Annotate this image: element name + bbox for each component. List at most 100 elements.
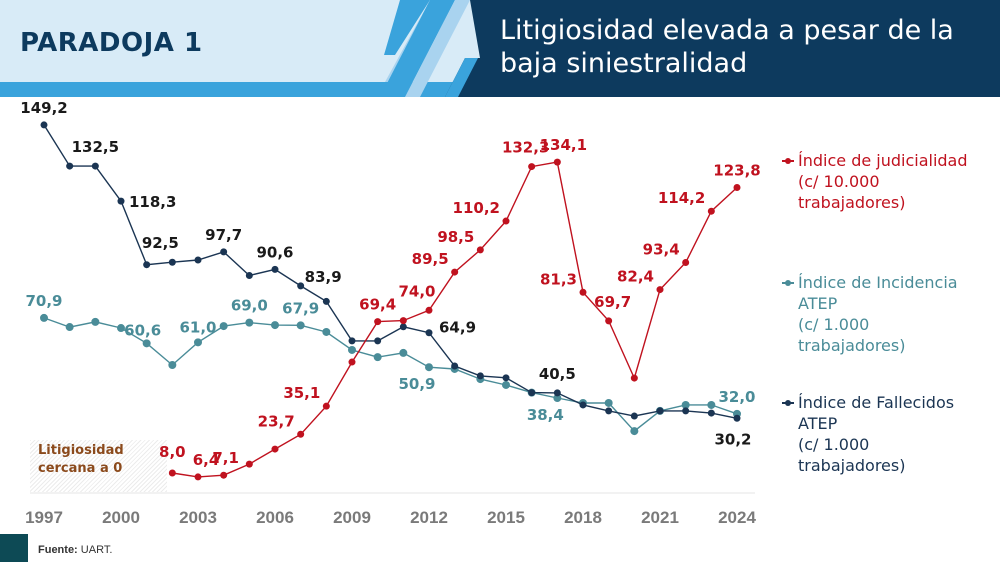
data-label: 32,0 [718, 388, 755, 406]
data-point [40, 313, 48, 322]
data-label: 50,9 [398, 375, 435, 393]
data-point [245, 272, 253, 280]
data-label: 118,3 [129, 193, 176, 211]
data-label: 7,1 [212, 449, 239, 467]
data-point [451, 268, 459, 276]
data-point [425, 306, 433, 314]
legend-marker-icon [782, 158, 794, 164]
data-point [707, 400, 716, 409]
data-label: 92,5 [142, 234, 179, 252]
data-point [528, 163, 536, 171]
data-point [142, 339, 151, 348]
data-point [502, 217, 510, 225]
data-label: 132,3 [502, 139, 549, 157]
data-point [348, 337, 356, 345]
data-label: 40,5 [539, 365, 576, 383]
x-tick-label: 2018 [564, 508, 602, 527]
data-point [219, 322, 228, 331]
data-point [194, 338, 202, 347]
data-point [65, 323, 74, 332]
data-point [630, 412, 638, 420]
data-point [348, 345, 356, 354]
legend-item-judicialidad: Índice de judicialidad (c/ 10.000 trabaj… [782, 150, 994, 213]
data-point [707, 409, 715, 417]
x-tick-label: 2009 [333, 508, 371, 527]
data-point [271, 445, 279, 453]
data-label: 123,8 [713, 162, 760, 180]
data-point [605, 317, 613, 325]
legend-label: Índice de Incidencia ATEP (c/ 1.000 trab… [798, 273, 958, 355]
data-point [425, 329, 433, 337]
data-point [553, 394, 562, 403]
data-point [733, 414, 741, 422]
data-point [605, 407, 613, 415]
data-point [399, 317, 407, 325]
data-point [656, 286, 664, 294]
legend-label: Índice de judicialidad (c/ 10.000 trabaj… [798, 151, 968, 212]
data-point [271, 265, 279, 273]
data-point [374, 318, 382, 326]
data-point [502, 380, 510, 389]
data-point [374, 337, 382, 345]
data-point [348, 358, 356, 366]
data-point [733, 184, 741, 192]
data-point [707, 207, 715, 215]
data-point [245, 460, 253, 468]
data-point [451, 362, 459, 370]
data-point [630, 374, 638, 382]
data-label: 60,6 [124, 321, 161, 339]
data-label: 35,1 [283, 384, 320, 402]
data-label: 23,7 [258, 412, 295, 430]
data-point [117, 197, 125, 205]
data-point [476, 372, 484, 380]
data-point [297, 430, 305, 438]
data-point [220, 248, 228, 256]
data-point [322, 297, 330, 305]
data-point [168, 258, 176, 266]
data-point [91, 317, 100, 326]
source-label: Fuente: [38, 544, 78, 556]
data-point [604, 398, 613, 407]
data-label: 97,7 [205, 226, 242, 244]
x-tick-label: 2021 [641, 508, 679, 527]
data-point [168, 361, 177, 370]
data-point [168, 469, 176, 477]
data-point [502, 374, 510, 382]
header-banner: PARADOJA 1 Litigiosidad elevada a pesar … [0, 0, 1000, 97]
data-point [579, 288, 587, 296]
data-label: 8,0 [159, 443, 186, 461]
x-tick-label: 2006 [256, 508, 294, 527]
x-tick-label: 2003 [179, 508, 217, 527]
x-tick-label: 1997 [25, 508, 63, 527]
legend-item-fallecidos: Índice de Fallecidos ATEP (c/ 1.000 trab… [782, 392, 994, 476]
series-line [43, 317, 738, 433]
footer-accent [0, 534, 28, 562]
data-point [40, 121, 48, 129]
data-label: 132,5 [72, 138, 119, 156]
data-label: 38,4 [527, 406, 564, 424]
data-label: 70,9 [25, 292, 62, 310]
data-point [297, 282, 305, 290]
data-point [271, 321, 279, 330]
data-point [143, 261, 151, 269]
data-point [66, 162, 74, 170]
data-point [194, 256, 202, 264]
data-point [322, 402, 330, 410]
data-label: 6,4 [193, 451, 220, 469]
data-label: 30,2 [714, 430, 751, 448]
data-point [630, 427, 639, 436]
annotation-text: Litigiosidad cercana a 0 [38, 443, 124, 476]
data-label: 81,3 [540, 270, 577, 288]
data-point [425, 363, 433, 372]
data-point [322, 327, 331, 336]
data-point [194, 473, 202, 481]
data-label: 69,4 [359, 296, 396, 314]
data-point [91, 162, 99, 170]
data-label: 74,0 [398, 282, 435, 300]
data-label: 64,9 [439, 319, 476, 337]
data-point [682, 258, 690, 266]
series-0: 8,0 6,47,1 23,7 35,1 69,474,0 89,5 98,5 110,2 13… [159, 136, 761, 481]
data-point [528, 389, 536, 397]
legend-marker-icon [782, 400, 794, 406]
data-label: 89,5 [412, 250, 449, 268]
